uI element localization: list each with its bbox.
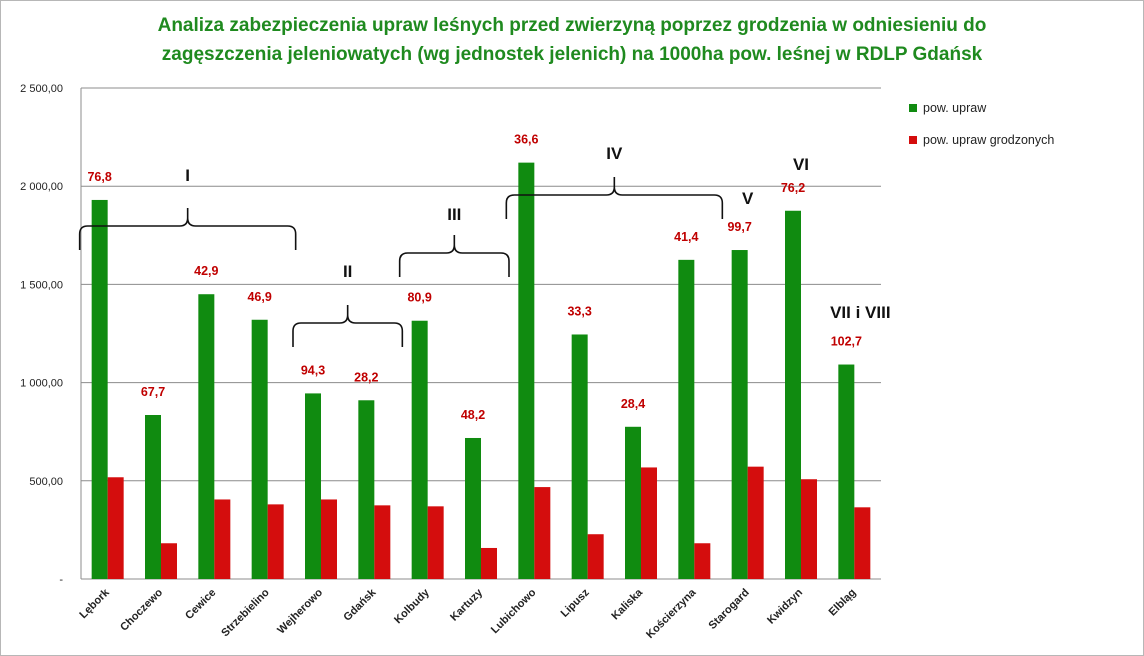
legend-label-1: pow. upraw grodzonych [923, 133, 1054, 147]
x-category-label-5: Gdańsk [341, 586, 379, 624]
y-tick-label-5: 2 500,00 [20, 83, 63, 95]
y-tick-label-4: 2 000,00 [20, 181, 63, 193]
x-category-label-0: Lębork [77, 586, 112, 621]
bar-pow-upraw-grodzonych-3 [267, 504, 284, 579]
data-label-9: 33,3 [567, 304, 591, 318]
bar-pow-upraw-grodzonych-10 [641, 467, 657, 579]
group-label-6: VII i VIII [830, 303, 890, 322]
bar-pow-upraw-grodzonych-14 [854, 507, 871, 579]
group-label-5: VI [793, 155, 809, 174]
x-category-label-13: Kwidzyn [765, 586, 805, 626]
x-category-label-12: Starogard [707, 587, 752, 632]
x-category-label-2: Cewice [183, 587, 218, 622]
data-label-7: 48,2 [461, 408, 485, 422]
x-category-label-11: Kościerzyna [644, 586, 699, 641]
chart-title-line-2: zagęszczenia jeleniowatych (wg jednostek… [161, 44, 983, 65]
bar-pow-upraw-grodzonych-1 [161, 543, 177, 579]
data-label-14: 102,7 [831, 335, 862, 349]
bar-pow-upraw-grodzonych-5 [374, 505, 391, 579]
group-brace-0 [78, 208, 297, 250]
chart-title-line-1: Analiza zabezpieczenia upraw leśnych prz… [157, 15, 987, 36]
x-category-label-6: Kolbudy [392, 586, 432, 626]
bar-pow-upraw-grodzonych-12 [747, 466, 764, 579]
bar-pow-upraw-1 [145, 415, 161, 579]
data-label-10: 28,4 [621, 397, 645, 411]
x-category-label-7: Kartuzy [448, 586, 486, 624]
x-category-label-9: Lipusz [559, 586, 592, 619]
bar-pow-upraw-11 [678, 259, 695, 579]
x-category-label-1: Choczewo [118, 586, 165, 633]
bar-pow-upraw-3 [251, 319, 268, 579]
x-category-label-4: Wejherowo [275, 586, 325, 636]
bar-pow-upraw-9 [571, 334, 588, 579]
bar-pow-upraw-12 [731, 250, 748, 579]
bar-pow-upraw-grodzonych-7 [481, 547, 497, 579]
bar-pow-upraw-2 [198, 294, 215, 579]
bar-pow-upraw-5 [358, 400, 375, 579]
x-category-label-10: Kaliska [609, 586, 645, 622]
group-label-3: IV [606, 144, 623, 163]
legend-label-0: pow. upraw [923, 101, 987, 115]
group-label-0: I [185, 166, 190, 185]
bar-pow-upraw-0 [91, 199, 108, 579]
group-label-2: III [447, 205, 461, 224]
bar-pow-upraw-7 [465, 437, 481, 579]
group-label-1: II [343, 262, 352, 281]
bar-pow-upraw-13 [785, 210, 801, 579]
bar-pow-upraw-grodzonych-2 [214, 499, 231, 579]
bar-pow-upraw-grodzonych-13 [801, 479, 817, 579]
data-label-12: 99,7 [727, 220, 751, 234]
legend-swatch-0 [909, 104, 917, 112]
data-label-5: 28,2 [354, 370, 378, 384]
bar-pow-upraw-14 [838, 364, 855, 579]
bar-pow-upraw-grodzonych-11 [694, 543, 711, 579]
bar-pow-upraw-4 [305, 393, 321, 579]
data-label-11: 41,4 [674, 230, 698, 244]
x-category-label-8: Lubichowo [489, 586, 539, 636]
x-category-label-3: Strzebielino [219, 586, 272, 639]
data-label-6: 80,9 [407, 291, 431, 305]
bar-pow-upraw-8 [518, 162, 535, 579]
data-label-1: 67,7 [141, 385, 165, 399]
data-label-8: 36,6 [514, 133, 538, 147]
y-tick-label-1: 500,00 [29, 476, 63, 488]
data-label-2: 42,9 [194, 264, 218, 278]
bar-pow-upraw-6 [411, 320, 428, 579]
data-label-13: 76,2 [781, 181, 805, 195]
bar-pow-upraw-grodzonych-8 [534, 487, 551, 579]
bar-pow-upraw-grodzonych-6 [427, 506, 444, 579]
group-brace-3 [505, 177, 724, 219]
bar-pow-upraw-grodzonych-9 [587, 534, 604, 579]
y-tick-label-2: 1 000,00 [20, 378, 63, 390]
y-tick-label-3: 1 500,00 [20, 279, 63, 291]
bar-pow-upraw-10 [625, 426, 641, 579]
group-label-4: V [742, 189, 754, 208]
chart-title: Analiza zabezpieczenia upraw leśnych prz… [1, 11, 1143, 69]
data-label-0: 76,8 [87, 170, 111, 184]
bar-pow-upraw-grodzonych-0 [107, 477, 124, 579]
group-brace-1 [292, 305, 404, 347]
legend-swatch-1 [909, 136, 917, 144]
group-brace-2 [398, 235, 510, 277]
y-tick-label-0: - [59, 574, 63, 586]
bar-pow-upraw-grodzonych-4 [321, 499, 337, 579]
data-label-3: 46,9 [247, 290, 271, 304]
x-category-label-14: Elbląg [827, 587, 859, 619]
data-label-4: 94,3 [301, 363, 325, 377]
